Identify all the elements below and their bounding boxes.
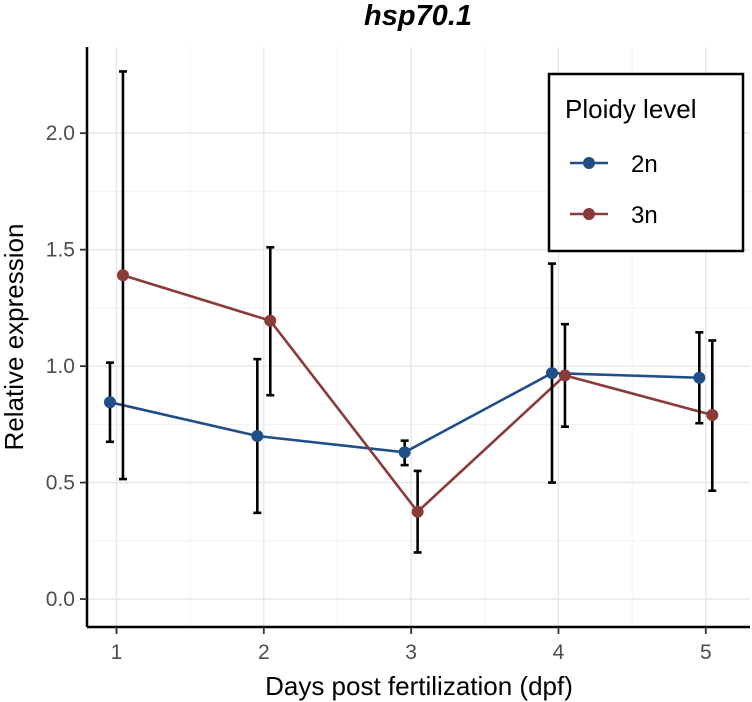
y-tick-label: 1.0 (46, 355, 75, 378)
x-tick-label: 3 (405, 641, 417, 664)
x-tick-label: 4 (553, 641, 565, 664)
series-layer (103, 70, 719, 554)
data-point-2n (103, 396, 116, 409)
x-tick-label: 5 (700, 641, 712, 664)
legend: Ploidy level 2n 3n (547, 72, 745, 253)
data-point-3n (706, 409, 719, 422)
data-point-2n (398, 446, 411, 459)
data-point-3n (116, 269, 129, 282)
data-point-3n (411, 505, 424, 518)
y-tick-label: 2.0 (46, 122, 75, 145)
data-point-2n (693, 371, 706, 384)
y-tick-label: 0.0 (46, 588, 75, 611)
x-axis-title: Days post fertilization (dpf) (265, 671, 573, 701)
x-tick-label: 2 (258, 641, 270, 664)
legend-marker-3n (583, 208, 595, 220)
legend-label-2n: 2n (631, 151, 658, 178)
legend-label-3n: 3n (631, 202, 658, 229)
y-tick-label: 0.5 (46, 472, 75, 495)
y-axis-title: Relative expression (0, 224, 29, 451)
chart-title: hsp70.1 (364, 0, 472, 32)
data-point-2n (545, 367, 558, 380)
data-point-3n (558, 369, 571, 382)
ticks: 0.0 0.5 1.0 1.5 2.0 1 2 3 4 5 (46, 122, 712, 664)
data-point-2n (251, 429, 264, 442)
legend-marker-2n (583, 157, 595, 169)
y-tick-label: 1.5 (46, 239, 75, 262)
x-tick-label: 1 (111, 641, 123, 664)
data-point-3n (264, 314, 277, 327)
legend-title: Ploidy level (565, 94, 697, 124)
